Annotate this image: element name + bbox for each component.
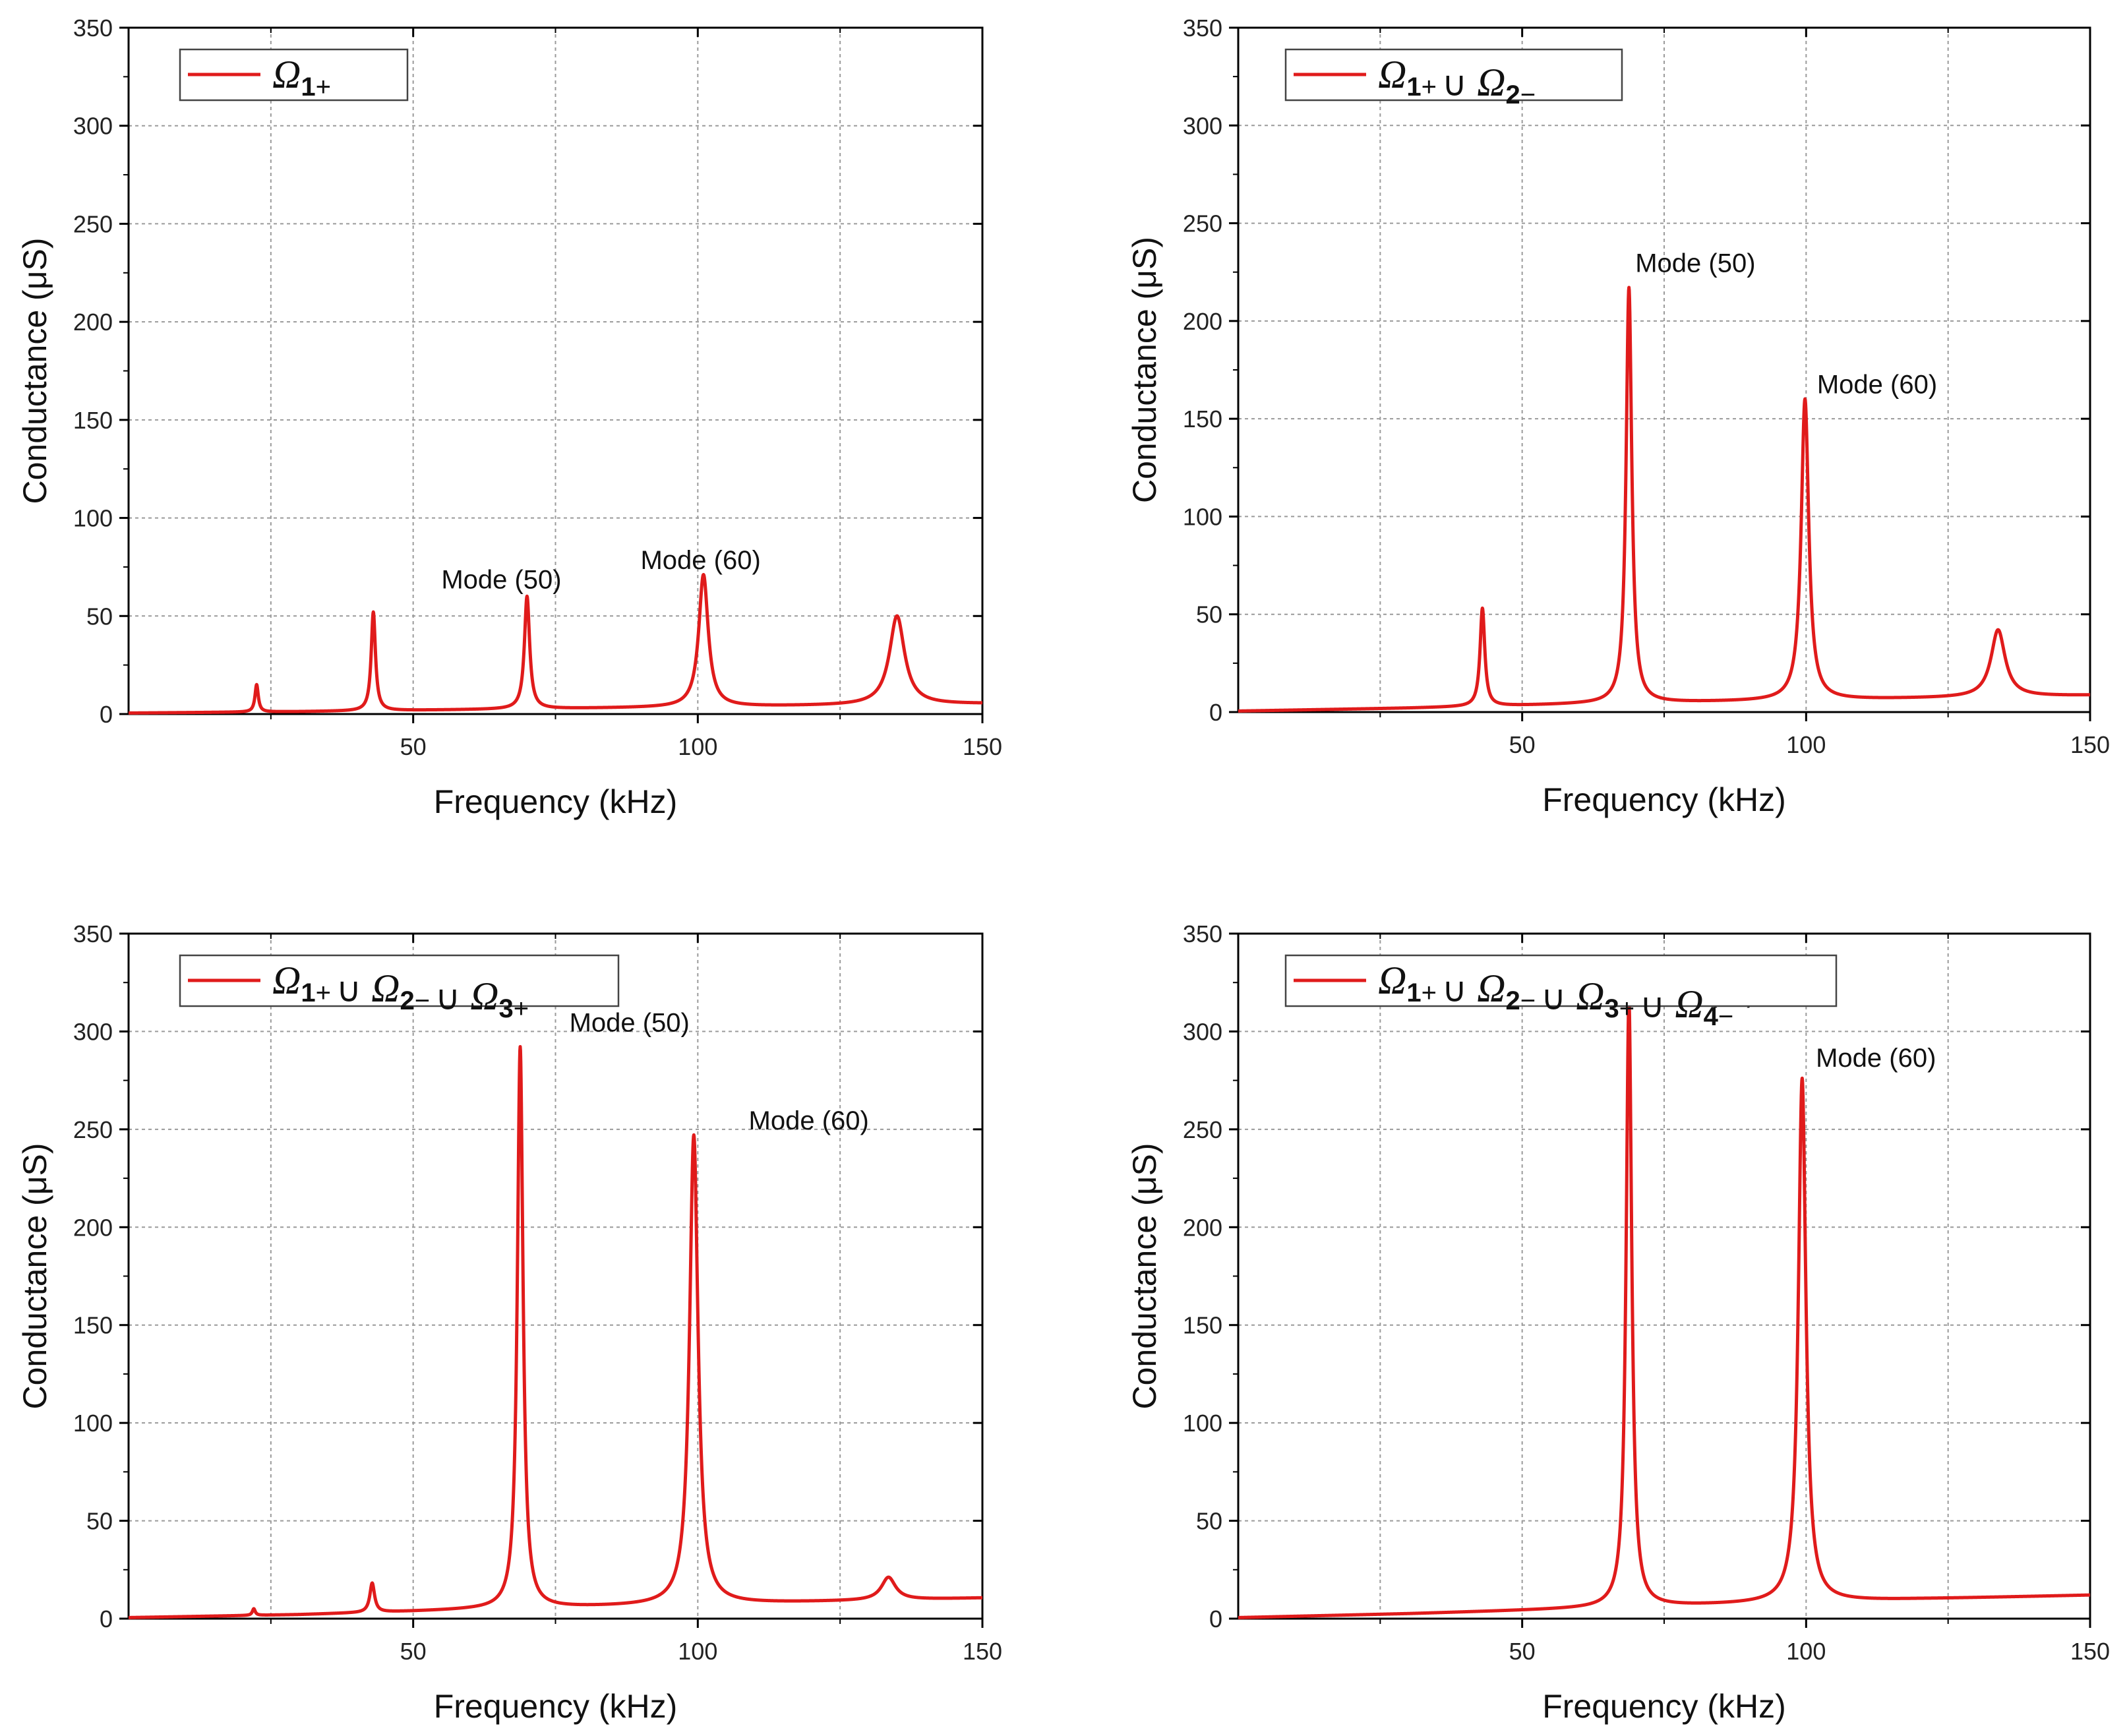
legend-box [1284, 954, 1838, 1007]
peak-point [1480, 607, 1484, 611]
y-tick-label: 50 [86, 603, 113, 630]
y-tick-label: 300 [73, 113, 113, 140]
y-tick-label: 250 [73, 1116, 113, 1143]
y-tick-label: 150 [73, 407, 113, 434]
peak-point [1803, 397, 1807, 401]
mode-annotation: Mode (50) [570, 1008, 690, 1037]
legend-label: Ω1+ [272, 53, 331, 102]
y-tick-label: 350 [1183, 920, 1222, 947]
mode-annotation: Mode (60) [640, 546, 760, 575]
series-line [1236, 285, 2092, 713]
x-tick-label: 50 [400, 733, 427, 760]
peak-point [887, 1576, 891, 1580]
y-tick-label: 300 [1183, 1018, 1222, 1045]
mode-annotation: Mode (60) [1816, 1044, 1936, 1073]
legend: Ω1+ ∪ Ω2− ∪ Ω3+ ∪ Ω4− [1284, 954, 1838, 1031]
peak-point [518, 1045, 522, 1049]
x-tick-label: 100 [1786, 1638, 1826, 1665]
y-axis-title: Conductance (μS) [16, 1143, 53, 1409]
peak-point [895, 614, 899, 618]
legend: Ω1+ ∪ Ω2− ∪ Ω3+ [179, 954, 620, 1023]
series-line [127, 1045, 984, 1619]
y-tick-label: 350 [1183, 15, 1222, 42]
x-tick-label: 150 [963, 1638, 1002, 1665]
y-tick-label: 250 [1183, 1116, 1222, 1143]
chart-panel-top-left: 0 50 100 150 200 250 300 350 50 100 150 Frequency (… [16, 15, 1002, 820]
y-axis-title: Conductance (μS) [16, 237, 53, 504]
y-tick-label: 50 [1196, 601, 1222, 628]
y-tick-label: 250 [1183, 210, 1222, 237]
mode-annotation: Mode (60) [1817, 371, 1937, 400]
y-axis-title: Conductance (μS) [1126, 1143, 1163, 1409]
x-tick-label: 150 [963, 733, 1002, 760]
y-tick-label: 350 [73, 920, 113, 947]
x-tick-label: 100 [1786, 731, 1826, 758]
y-tick-label: 150 [73, 1312, 113, 1339]
x-axis-title: Frequency (kHz) [434, 1688, 678, 1725]
y-tick-label: 0 [1209, 699, 1222, 726]
y-tick-label: 300 [73, 1018, 113, 1045]
x-axis-title: Frequency (kHz) [434, 783, 678, 820]
y-tick-label: 0 [100, 701, 113, 728]
peak-point [255, 682, 258, 686]
y-tick-label: 200 [73, 1214, 113, 1241]
y-tick-label: 150 [1183, 405, 1222, 433]
y-tick-label: 300 [1183, 112, 1222, 139]
peak-point [252, 1607, 256, 1611]
y-tick-label: 50 [1196, 1508, 1222, 1535]
chart-panel-top-right: 0 50 100 150 200 250 300 350 50 100 150 Frequency (… [1126, 15, 2110, 818]
y-tick-label: 200 [1183, 1214, 1222, 1241]
x-tick-label: 50 [1509, 731, 1536, 758]
mode-annotation: Mode (60) [749, 1106, 869, 1135]
mode-annotation: Mode (50) [441, 566, 561, 595]
series-line [1236, 998, 2092, 1619]
y-tick-label: 100 [73, 505, 113, 532]
x-tick-label: 100 [678, 733, 717, 760]
peak-point [371, 610, 375, 614]
y-tick-label: 100 [1183, 1410, 1222, 1437]
x-tick-label: 50 [1509, 1638, 1536, 1665]
legend-label: Ω1+ ∪ Ω2− ∪ Ω3+ [272, 959, 529, 1023]
x-tick-label: 150 [2070, 731, 2110, 758]
y-tick-label: 0 [100, 1605, 113, 1632]
y-tick-label: 350 [73, 15, 113, 42]
legend-label: Ω1+ ∪ Ω2− ∪ Ω3+ ∪ Ω4− [1378, 959, 1733, 1031]
y-tick-label: 100 [73, 1410, 113, 1437]
chart-panel-bottom-left: 0 50 100 150 200 250 300 350 50 100 150 Frequency (… [16, 920, 1002, 1725]
x-tick-label: 50 [400, 1638, 427, 1665]
peak-point [371, 1582, 374, 1586]
legend: Ω1+ ∪ Ω2− [1284, 48, 1623, 109]
y-axis-title: Conductance (μS) [1126, 237, 1163, 503]
peak-point [1996, 628, 2000, 632]
y-tick-label: 200 [73, 309, 113, 336]
y-tick-label: 0 [1209, 1605, 1222, 1632]
series-line [127, 572, 984, 715]
peak-point [692, 1133, 696, 1137]
y-tick-label: 50 [86, 1508, 113, 1535]
x-axis-title: Frequency (kHz) [1542, 781, 1786, 818]
y-tick-label: 200 [1183, 308, 1222, 335]
peak-point [1627, 285, 1631, 289]
x-axis-title: Frequency (kHz) [1542, 1688, 1786, 1725]
y-tick-label: 100 [1183, 503, 1222, 530]
peak-point [1480, 1614, 1484, 1618]
peak-point [1992, 1614, 1996, 1618]
legend-label: Ω1+ ∪ Ω2− [1378, 53, 1536, 109]
chart-panel-bottom-right: 0 50 100 150 200 250 300 350 50 100 150 Frequency (… [1126, 920, 2110, 1725]
y-tick-label: 250 [73, 210, 113, 237]
x-tick-label: 100 [678, 1638, 717, 1665]
x-tick-label: 150 [2070, 1638, 2110, 1665]
peak-point [1800, 1077, 1804, 1081]
legend: Ω1+ [179, 48, 409, 102]
mode-annotation: Mode (50) [1635, 249, 1755, 278]
peak-point [525, 595, 529, 599]
y-tick-label: 150 [1183, 1312, 1222, 1339]
